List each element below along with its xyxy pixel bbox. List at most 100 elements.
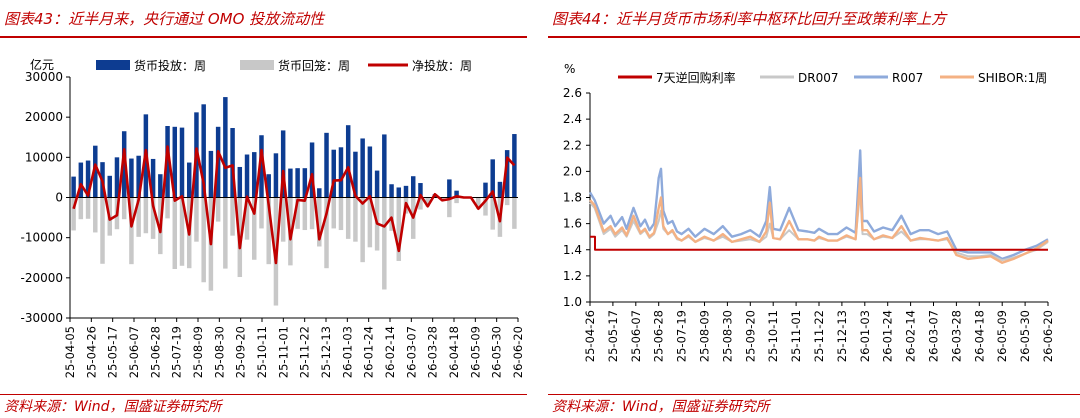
x-tick-label: 26-04-18 <box>447 326 461 378</box>
withdrawal-bar <box>512 197 517 229</box>
injection-bar <box>497 181 503 198</box>
y-tick-label: -10000 <box>20 231 63 245</box>
y-tick-label: 1.8 <box>563 191 582 205</box>
withdrawal-bar <box>252 197 257 260</box>
injection-bar <box>244 154 250 198</box>
injection-bar <box>403 185 409 198</box>
rates-chart: % 2.6 2.4 2.2 2.0 1.8 1.6 1.4 1.2 1.025-04-26 25-0… <box>563 62 1055 362</box>
injection-bar <box>410 176 416 198</box>
x-tick-label: 26-03-07 <box>404 326 418 378</box>
legend-label: R007 <box>892 71 923 85</box>
x-tick-label: 26-02-14 <box>383 326 397 378</box>
withdrawal-bar <box>317 197 322 247</box>
x-tick-label: 25-08-09 <box>191 326 205 378</box>
x-tick-label: 26-01-03 <box>340 326 354 378</box>
y-tick-label: 2.2 <box>563 138 582 152</box>
x-tick-label: 26-05-30 <box>1018 310 1032 362</box>
withdrawal-bar <box>78 197 84 220</box>
x-tick-label: 25-04-26 <box>583 310 597 362</box>
injection-bar <box>345 125 351 198</box>
right-chart-title: 图表44：近半月货币市场利率中枢环比回升至政策利率上方 <box>552 10 947 28</box>
injection-bar <box>179 127 185 198</box>
injection-bar <box>165 126 170 198</box>
x-tick-label: 26-03-07 <box>927 310 941 362</box>
x-tick-label: 25-04-05 <box>63 326 77 378</box>
withdrawal-bar <box>396 197 402 261</box>
x-tick-label: 26-06-20 <box>511 326 525 378</box>
injection-bar <box>158 174 163 198</box>
right-title-rule <box>548 36 1080 38</box>
withdrawal-bar <box>179 197 185 266</box>
x-tick-label: 25-06-28 <box>652 310 666 362</box>
injection-bar <box>237 166 243 198</box>
y-tick-label: 2.4 <box>563 112 582 126</box>
reverse-repo-line <box>590 235 1048 251</box>
withdrawal-bar <box>215 197 221 222</box>
left-title-rule <box>0 36 527 38</box>
x-tick-label: 26-02-14 <box>904 310 918 362</box>
injection-bar <box>172 126 178 198</box>
right-chart-panel: 图表44：近半月货币市场利率中枢环比回升至政策利率上方 % 2.6 2.4 2.2 2.… <box>548 0 1080 418</box>
legend-label: DR007 <box>798 71 838 85</box>
withdrawal-bar <box>483 197 488 216</box>
x-tick-label: 25-05-17 <box>606 310 620 362</box>
injection-bar <box>324 132 329 198</box>
legend-label: 净投放：周 <box>412 58 472 73</box>
injection-bar <box>454 190 459 198</box>
injection-bar <box>121 131 127 198</box>
injection-bar <box>186 162 192 198</box>
injection-bar <box>338 147 344 198</box>
injection-bar <box>252 152 257 198</box>
x-tick-label: 25-08-30 <box>212 326 226 378</box>
withdrawal-bar <box>259 197 264 229</box>
injection-bar <box>302 168 308 198</box>
x-tick-label: 25-06-28 <box>148 326 162 378</box>
y-tick-label: 1.4 <box>563 243 582 257</box>
withdrawal-bar <box>331 197 336 229</box>
x-tick-label: 25-10-11 <box>766 310 780 362</box>
injection-bar <box>317 188 322 198</box>
x-tick-label: 25-08-09 <box>698 310 712 362</box>
x-tick-label: 25-08-30 <box>720 310 734 362</box>
injection-bar <box>85 160 91 198</box>
injection-bar <box>418 183 423 198</box>
x-tick-label: 26-03-28 <box>949 310 963 362</box>
withdrawal-bar <box>295 197 300 229</box>
legend-swatch <box>240 60 274 70</box>
withdrawal-bar <box>129 197 134 265</box>
x-tick-label: 25-04-26 <box>84 326 98 378</box>
injection-bar <box>273 153 279 198</box>
injection-bar <box>447 179 452 198</box>
x-tick-label: 26-05-09 <box>468 326 482 378</box>
x-tick-label: 26-01-24 <box>881 310 895 362</box>
x-tick-label: 25-11-01 <box>276 326 290 378</box>
injection-bar <box>309 142 315 198</box>
withdrawal-bar <box>230 197 235 236</box>
injection-bar <box>374 170 380 198</box>
withdrawal-bar <box>338 197 344 231</box>
withdrawal-bar <box>302 197 308 231</box>
injection-bar <box>396 187 402 198</box>
x-tick-label: 26-05-09 <box>995 310 1009 362</box>
right-chart-source: 资料来源：Wind，国盛证券研究所 <box>552 399 770 415</box>
x-tick-label: 26-05-30 <box>490 326 504 378</box>
injection-bar <box>129 158 134 198</box>
y-tick-label: 2.0 <box>563 164 582 178</box>
x-tick-label: 25-06-07 <box>127 326 141 378</box>
injection-bar <box>107 175 112 198</box>
withdrawal-bar <box>454 197 459 204</box>
withdrawal-bar <box>360 197 365 263</box>
x-tick-label: 26-01-03 <box>858 310 872 362</box>
y-tick-label: 30000 <box>25 70 63 84</box>
left-source-rule <box>0 394 527 395</box>
x-tick-label: 25-07-19 <box>170 326 184 378</box>
y-tick-label: 1.6 <box>563 217 582 231</box>
right-source-rule <box>548 394 1080 395</box>
injection-bar <box>504 150 510 198</box>
legend-swatch <box>96 60 130 70</box>
y-tick-label: 1.2 <box>563 269 582 283</box>
x-tick-label: 25-06-07 <box>629 310 643 362</box>
x-tick-label: 26-04-18 <box>972 310 986 362</box>
x-tick-label: 25-07-19 <box>675 310 689 362</box>
injection-bar <box>490 159 495 198</box>
